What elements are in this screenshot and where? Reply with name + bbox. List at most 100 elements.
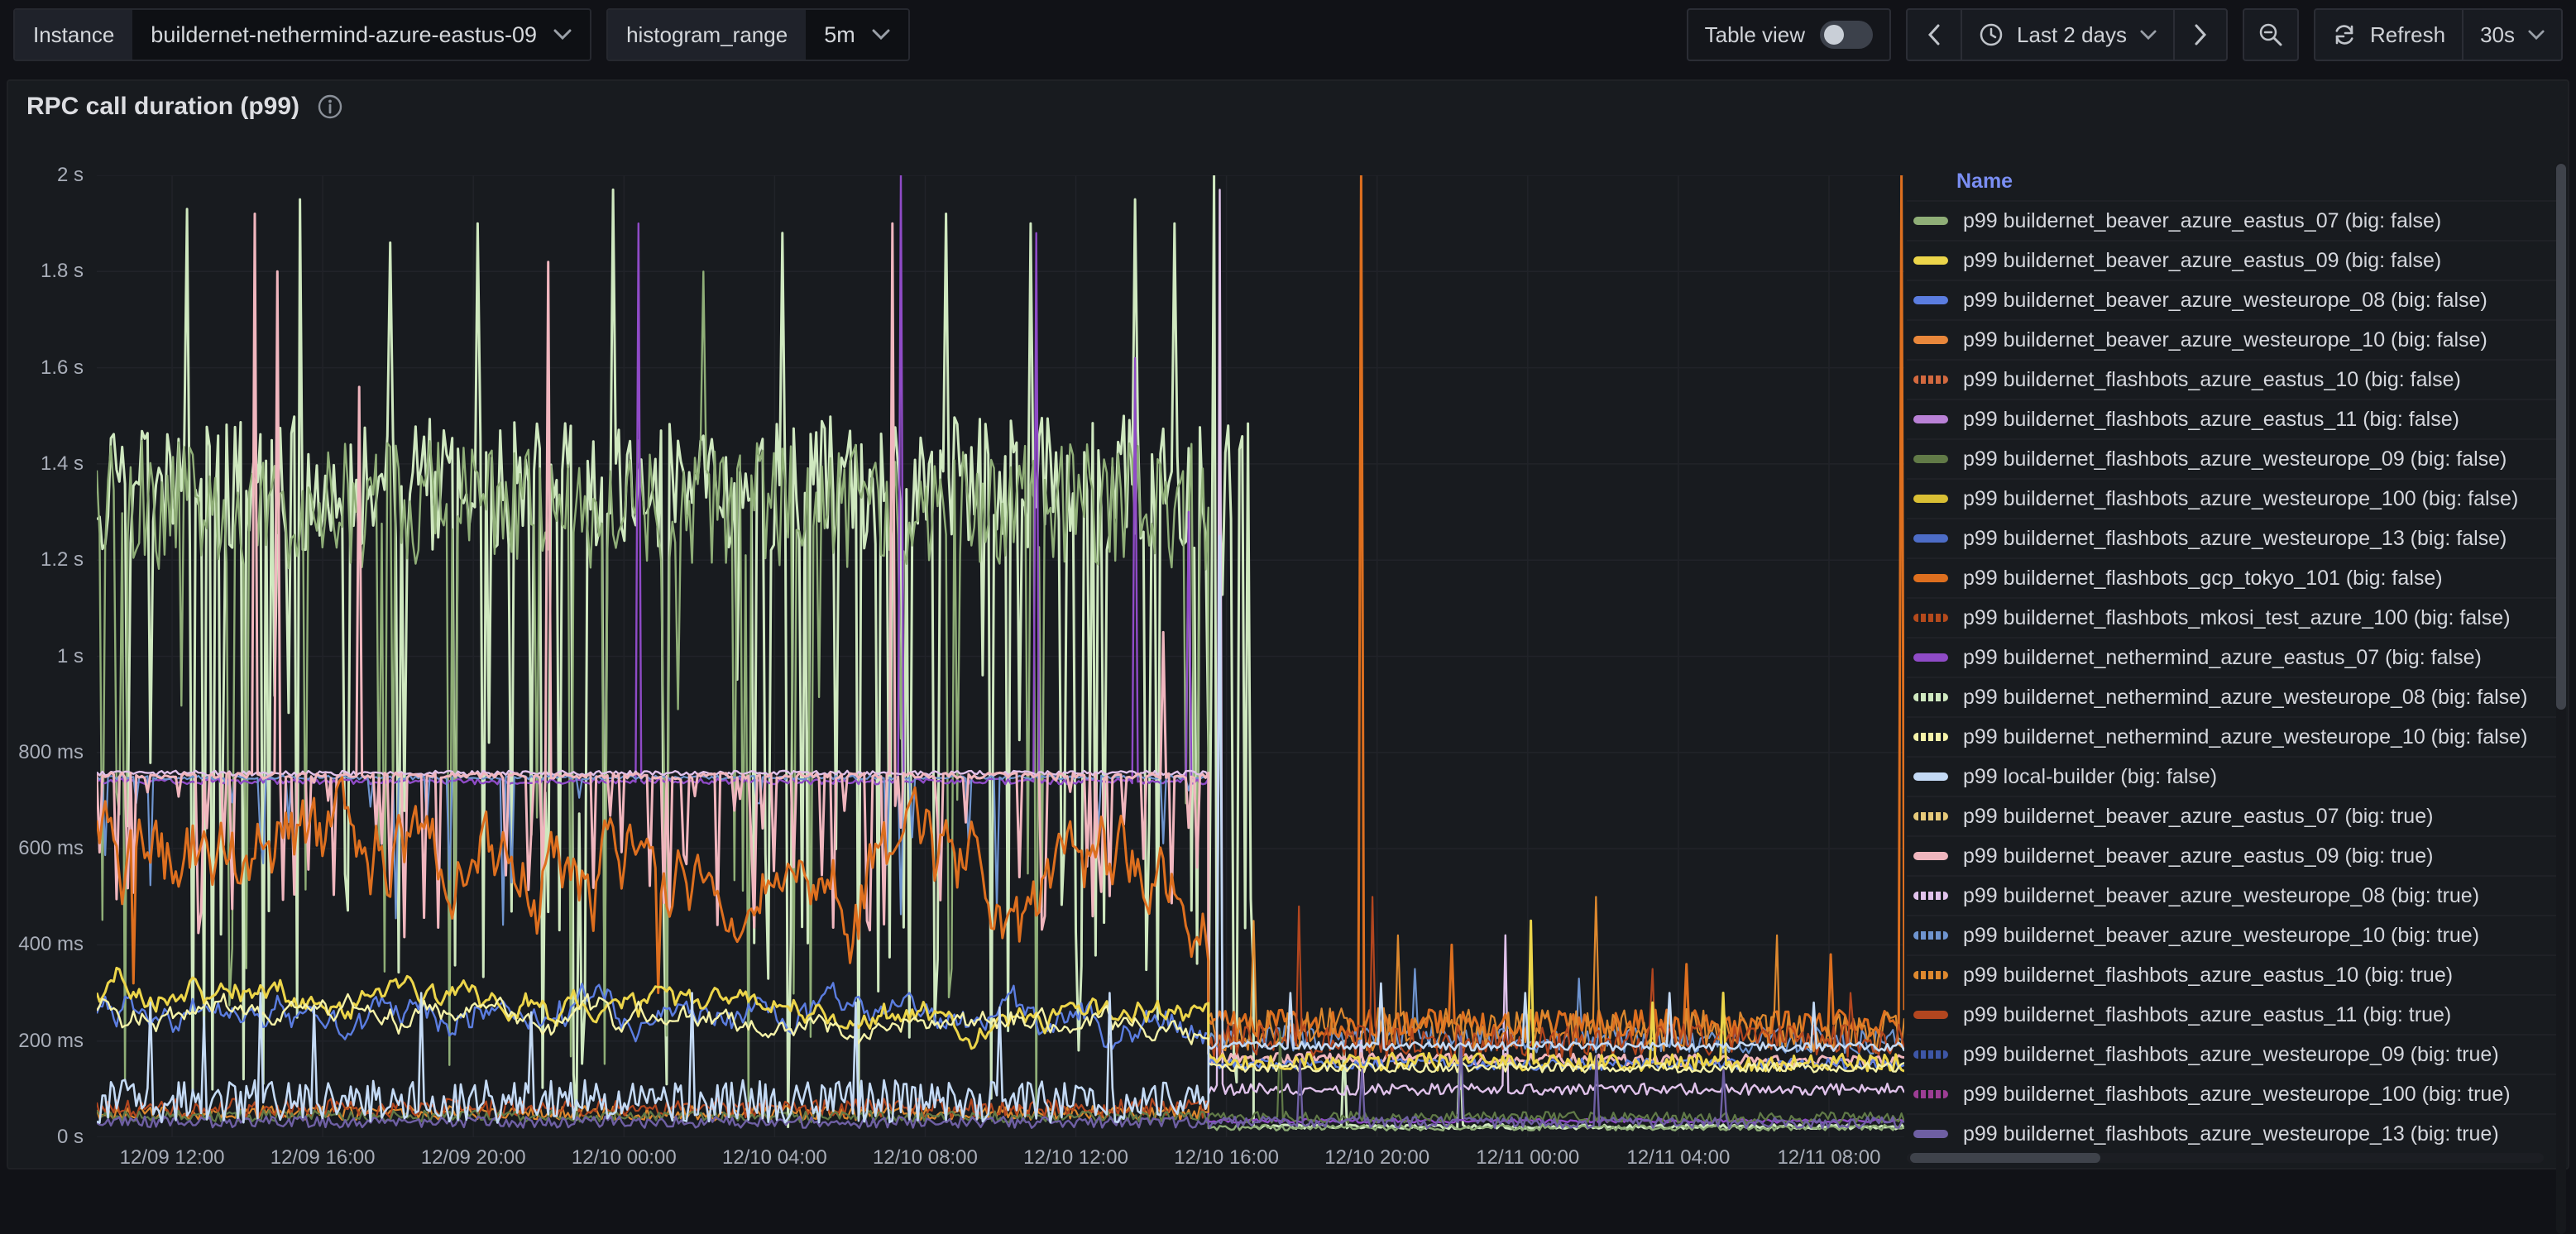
series-color-pill: [1913, 1050, 1948, 1059]
time-range-value: Last 2 days: [2017, 22, 2127, 48]
legend-row[interactable]: p99 buildernet_beaver_azure_eastus_09 (b…: [1907, 240, 2559, 280]
vertical-scrollbar-thumb[interactable]: [2556, 164, 2566, 710]
series-line: [97, 175, 1904, 1129]
refresh-cluster: Refresh 30s: [2314, 8, 2563, 61]
time-shift-forward-button[interactable]: [2173, 10, 2226, 60]
instance-variable-control: Instance buildernet-nethermind-azure-eas…: [13, 8, 591, 61]
histogram-range-dropdown[interactable]: 5m: [806, 10, 908, 60]
zoom-out-cluster: [2243, 8, 2299, 61]
series-label: p99 buildernet_beaver_azure_westeurope_1…: [1963, 328, 2487, 352]
legend-row[interactable]: p99 buildernet_beaver_azure_eastus_07 (b…: [1907, 796, 2559, 835]
legend-horizontal-scrollbar: [1907, 1153, 2544, 1163]
time-range-picker[interactable]: Last 2 days: [1961, 10, 2173, 60]
series-color-pill: [1913, 653, 1948, 662]
legend-row[interactable]: p99 buildernet_beaver_azure_eastus_07 (b…: [1907, 200, 2559, 240]
series-color-pill: [1913, 812, 1948, 820]
refresh-button[interactable]: Refresh: [2315, 10, 2462, 60]
series-label: p99 buildernet_flashbots_azure_westeurop…: [1963, 527, 2507, 551]
series-label: p99 buildernet_nethermind_azure_westeuro…: [1963, 686, 2527, 710]
legend-row[interactable]: p99 buildernet_beaver_azure_eastus_09 (b…: [1907, 835, 2559, 875]
series-label: p99 buildernet_flashbots_azure_westeurop…: [1963, 447, 2507, 471]
legend-header-name[interactable]: Name: [1907, 162, 2559, 200]
legend-row[interactable]: p99 buildernet_flashbots_azure_eastus_10…: [1907, 954, 2559, 994]
series-label: p99 buildernet_beaver_azure_westeurope_0…: [1963, 884, 2479, 908]
instance-dropdown[interactable]: buildernet-nethermind-azure-eastus-09: [132, 10, 590, 60]
series-label: p99 buildernet_nethermind_azure_westeuro…: [1963, 725, 2527, 749]
series-color-pill: [1913, 614, 1948, 622]
legend-row[interactable]: p99 buildernet_flashbots_azure_eastus_11…: [1907, 994, 2559, 1034]
legend-row[interactable]: p99 buildernet_flashbots_azure_westeurop…: [1907, 438, 2559, 478]
legend-panel: Name p99 buildernet_beaver_azure_eastus_…: [1907, 162, 2559, 1155]
legend-row[interactable]: p99 buildernet_flashbots_mkosi_test_azur…: [1907, 597, 2559, 637]
y-axis-tick-label: 1.8 s: [41, 260, 84, 283]
panel-title[interactable]: RPC call duration (p99): [26, 93, 299, 121]
series-color-pill: [1913, 892, 1948, 900]
y-axis-tick-label: 0 s: [57, 1126, 84, 1149]
legend-row[interactable]: p99 buildernet_beaver_azure_westeurope_0…: [1907, 875, 2559, 915]
y-axis-tick-label: 600 ms: [18, 837, 84, 860]
legend-row[interactable]: p99 buildernet_beaver_azure_westeurope_0…: [1907, 280, 2559, 319]
chevron-left-icon: [1927, 24, 1941, 45]
legend-row[interactable]: p99 buildernet_flashbots_azure_eastus_10…: [1907, 359, 2559, 399]
series-line: [97, 214, 1904, 1067]
y-axis: 0 s200 ms400 ms600 ms800 ms1 s1.2 s1.4 s…: [8, 175, 90, 1137]
chevron-down-icon: [2528, 30, 2545, 41]
series-color-pill: [1913, 534, 1948, 543]
series-color-pill: [1913, 256, 1948, 265]
time-series-plot[interactable]: [97, 175, 1904, 1137]
clock-icon: [1979, 22, 2004, 47]
legend-row[interactable]: p99 buildernet_flashbots_azure_westeurop…: [1907, 1034, 2559, 1074]
series-color-pill: [1913, 415, 1948, 423]
y-axis-tick-label: 1.2 s: [41, 548, 84, 572]
legend-row[interactable]: p99 buildernet_flashbots_azure_westeurop…: [1907, 1074, 2559, 1113]
y-axis-tick-label: 1.4 s: [41, 452, 84, 476]
instance-label: Instance: [15, 10, 132, 60]
series-color-pill: [1913, 1130, 1948, 1138]
table-view-toggle[interactable]: [1820, 21, 1873, 49]
legend-row[interactable]: p99 buildernet_flashbots_azure_westeurop…: [1907, 518, 2559, 557]
series-color-pill: [1913, 455, 1948, 463]
legend-row[interactable]: p99 buildernet_nethermind_azure_eastus_0…: [1907, 637, 2559, 677]
series-label: p99 buildernet_flashbots_azure_westeurop…: [1963, 487, 2518, 511]
chart-canvas: [97, 175, 1904, 1137]
series-label: p99 local-builder (big: false): [1963, 765, 2217, 789]
legend-row[interactable]: p99 buildernet_beaver_azure_westeurope_1…: [1907, 319, 2559, 359]
time-nav-cluster: Last 2 days: [1906, 8, 2228, 61]
histogram-range-variable-control: histogram_range 5m: [606, 8, 910, 61]
x-axis: 12/09 12:0012/09 16:0012/09 20:0012/10 0…: [97, 1146, 1904, 1179]
chevron-down-icon: [872, 29, 890, 41]
zoom-out-button[interactable]: [2244, 10, 2297, 60]
info-icon[interactable]: [316, 93, 344, 121]
legend-row[interactable]: p99 local-builder (big: false): [1907, 756, 2559, 796]
histogram-range-label: histogram_range: [608, 10, 806, 60]
series-label: p99 buildernet_flashbots_azure_eastus_10…: [1963, 964, 2453, 988]
refresh-interval-dropdown[interactable]: 30s: [2462, 10, 2561, 60]
legend-vertical-scrollbar: [2556, 162, 2566, 1234]
series-line: [97, 271, 1904, 1131]
series-label: p99 buildernet_flashbots_azure_westeurop…: [1963, 1083, 2511, 1107]
legend-row[interactable]: p99 buildernet_flashbots_azure_westeurop…: [1907, 1113, 2559, 1153]
table-view-control: Table view: [1687, 8, 1891, 61]
x-axis-tick-label: 12/11 08:00: [1738, 1146, 1920, 1169]
series-line: [97, 175, 1904, 1123]
legend-row[interactable]: p99 buildernet_nethermind_azure_westeuro…: [1907, 677, 2559, 716]
refresh-icon: [2332, 22, 2357, 47]
series-label: p99 buildernet_beaver_azure_westeurope_0…: [1963, 289, 2487, 313]
legend-row[interactable]: p99 buildernet_flashbots_azure_eastus_11…: [1907, 399, 2559, 438]
toggle-knob: [1824, 25, 1844, 45]
series-color-pill: [1913, 1011, 1948, 1019]
series-label: p99 buildernet_nethermind_azure_eastus_0…: [1963, 646, 2482, 670]
time-shift-back-button[interactable]: [1908, 10, 1961, 60]
chevron-down-icon: [553, 29, 572, 41]
legend-row[interactable]: p99 buildernet_beaver_azure_westeurope_1…: [1907, 915, 2559, 954]
series-label: p99 buildernet_flashbots_azure_eastus_11…: [1963, 1003, 2451, 1027]
chevron-right-icon: [2194, 24, 2207, 45]
legend-row[interactable]: p99 buildernet_flashbots_azure_westeurop…: [1907, 478, 2559, 518]
series-line: [97, 175, 1904, 1039]
y-axis-tick-label: 200 ms: [18, 1030, 84, 1053]
horizontal-scrollbar-thumb[interactable]: [1910, 1153, 2100, 1163]
series-label: p99 buildernet_flashbots_azure_eastus_10…: [1963, 368, 2461, 392]
legend-row[interactable]: p99 buildernet_flashbots_gcp_tokyo_101 (…: [1907, 557, 2559, 597]
dashboard-toolbar: Instance buildernet-nethermind-azure-eas…: [0, 0, 2576, 69]
legend-row[interactable]: p99 buildernet_nethermind_azure_westeuro…: [1907, 716, 2559, 756]
